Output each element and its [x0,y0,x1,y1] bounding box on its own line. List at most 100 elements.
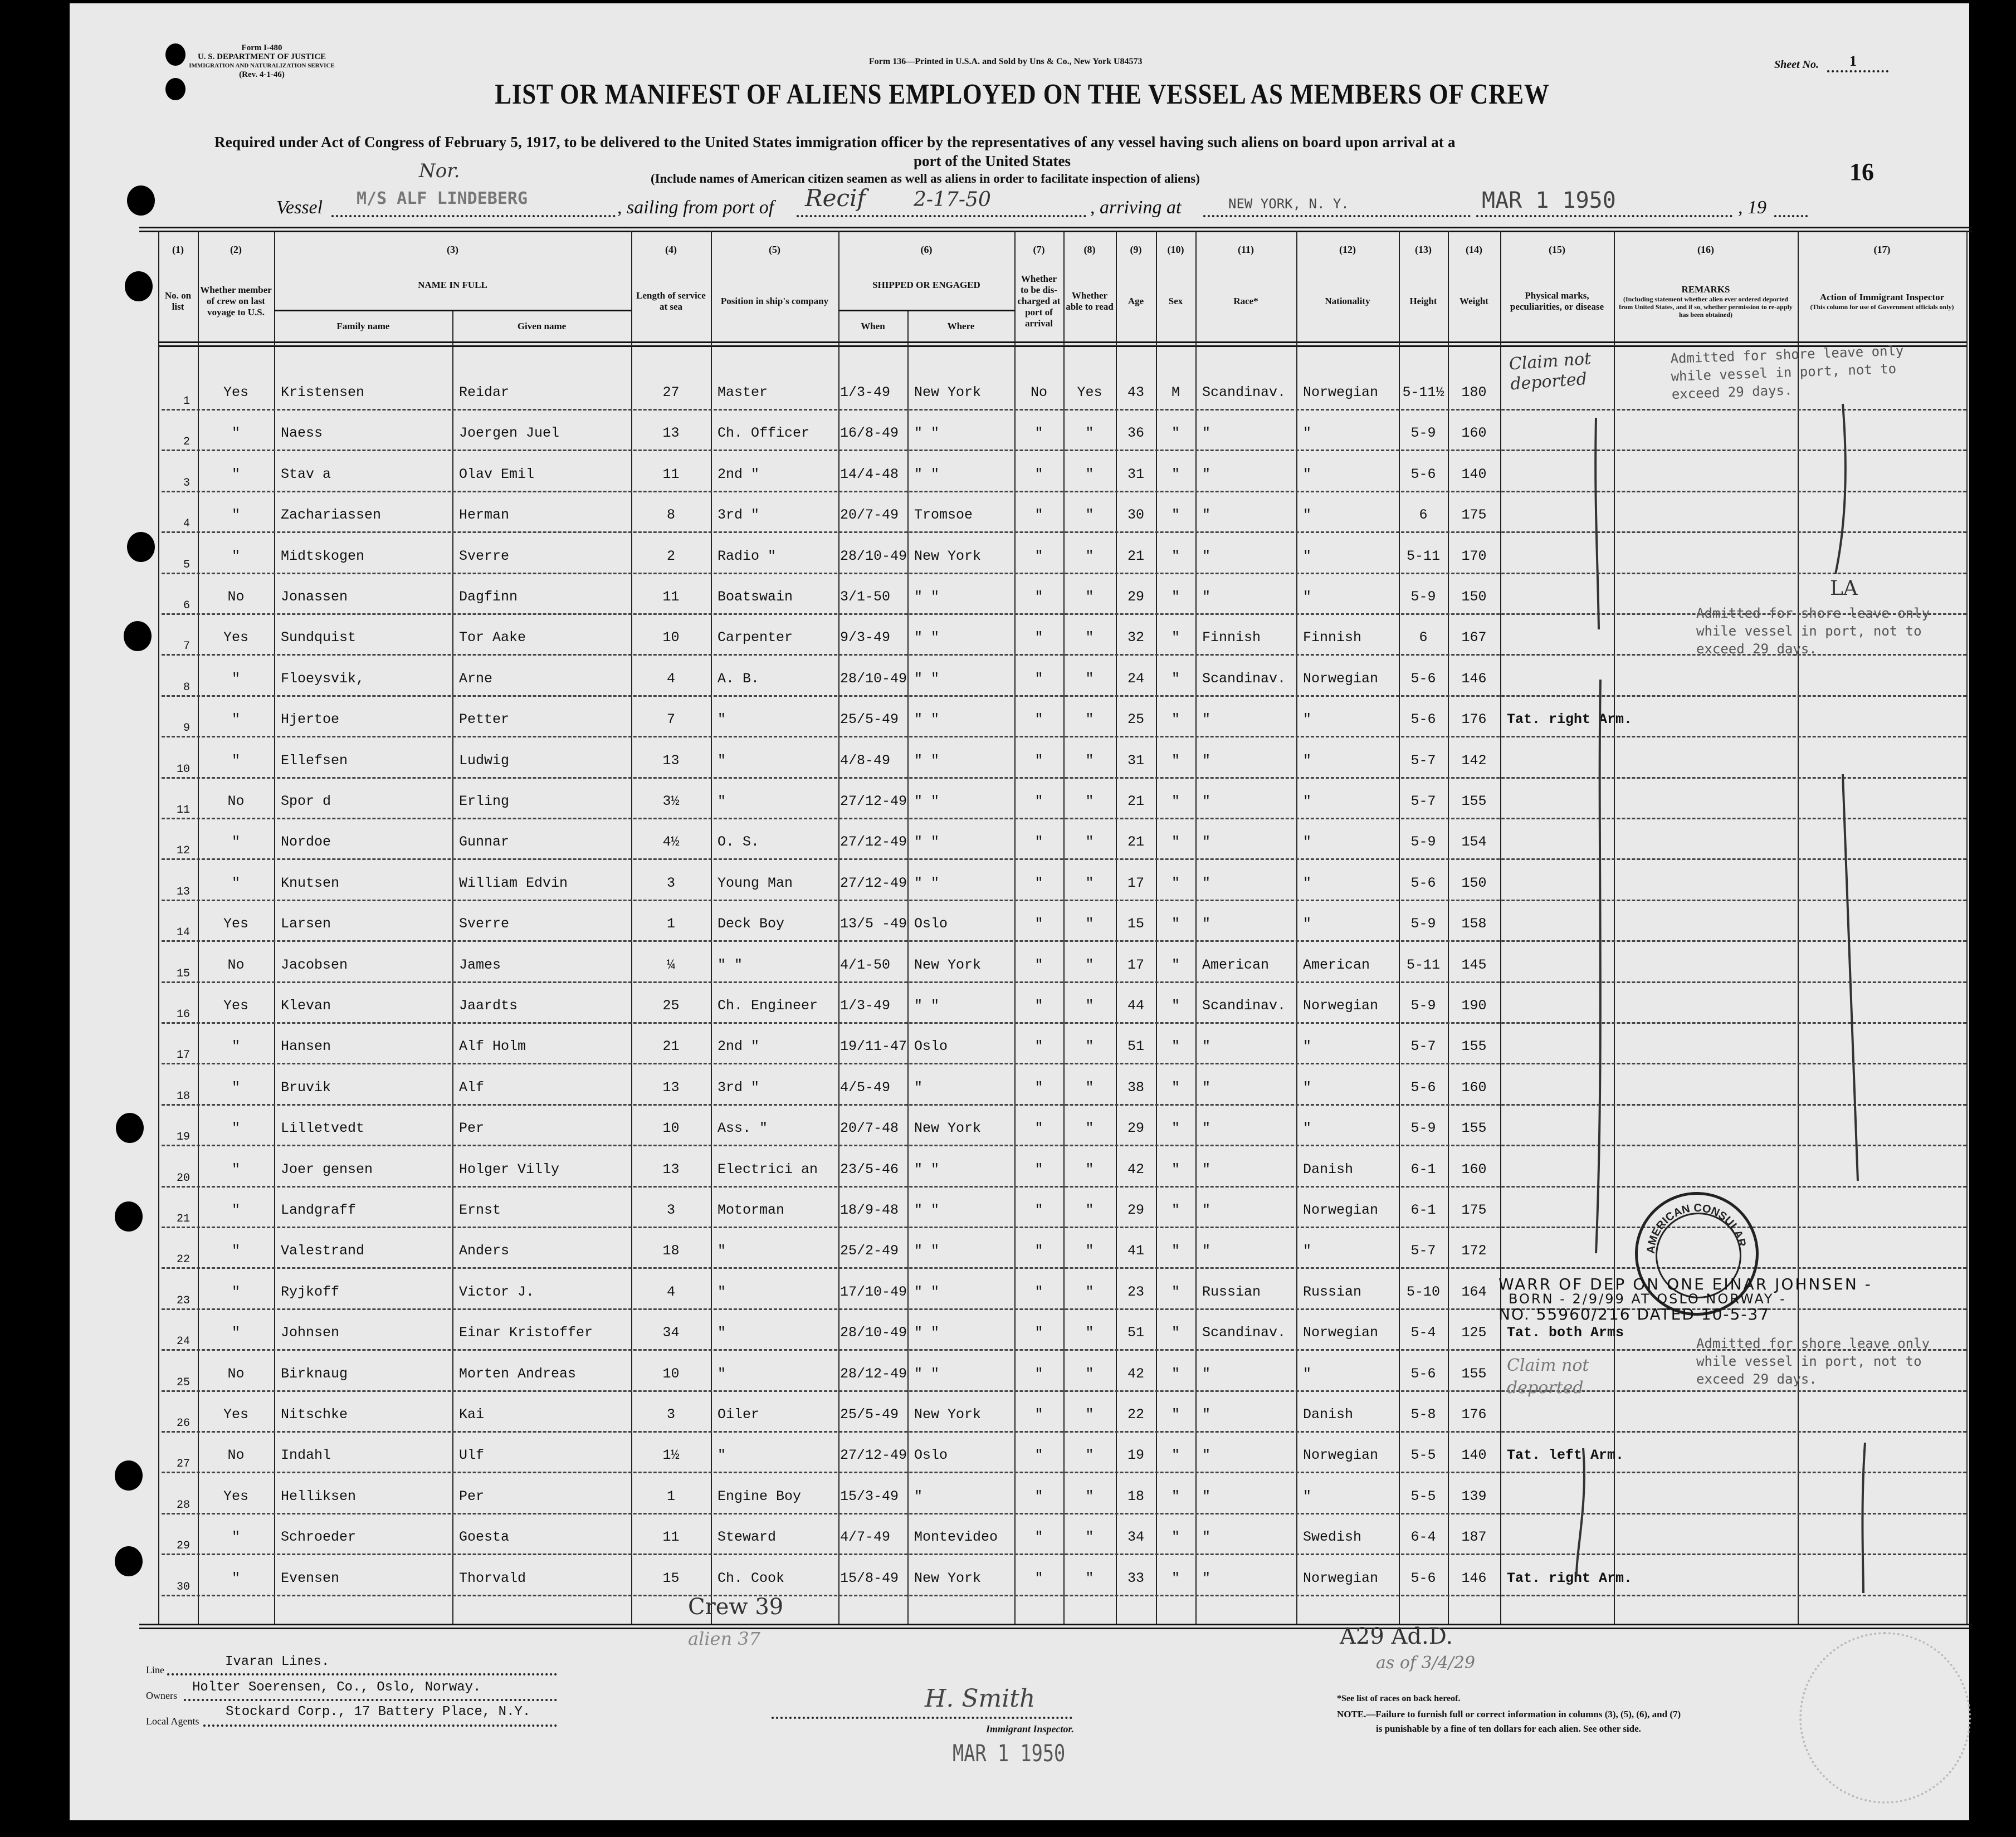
cell-row-number: 18 [177,1090,191,1103]
handwritten-note: A29 Ad.D. [1340,1624,1453,1649]
column-number: (8) [1083,244,1096,255]
cell-prior-voyage: Yes [223,629,248,646]
cell-prior-voyage: No [227,956,245,973]
cell-nationality: " [1303,752,1312,769]
cell-prior-voyage: " [231,425,240,442]
cell-weight: 142 [1461,752,1487,769]
cell-sex: " [1171,1529,1180,1546]
cell-shipped-where: " " [914,589,940,605]
cell-given-name: Per [459,1120,485,1137]
cell-position: 2nd " [717,466,760,482]
cell-race: " [1202,507,1211,524]
cell-service-length: 11 [662,1529,680,1546]
cell-weight: 155 [1461,1120,1487,1137]
column-subheader: Where [947,320,975,331]
cell-age: 21 [1127,834,1144,851]
cell-sex: " [1171,956,1180,973]
cell-sex: " [1171,1120,1180,1137]
cell-shipped-where: " " [914,834,940,851]
cell-to-be-discharged: " [1034,874,1043,891]
cell-weight: 167 [1461,629,1487,646]
cell-row-number: 4 [183,517,191,531]
row-rule [162,1103,1966,1106]
cell-race: American [1202,956,1270,973]
cell-shipped-when: 1/3-49 [840,384,891,400]
column-divider [1156,231,1157,1624]
inspector-initials: LA [1830,577,1858,600]
column-header-note: (This column for use of Government offic… [1810,302,1954,311]
cell-able-to-read: " [1085,1079,1094,1096]
column-divider [1614,231,1615,1624]
punch-hole [124,621,152,651]
cell-given-name: Jaardts [459,998,518,1014]
cell-height: 5-6 [1410,1570,1436,1586]
cell-to-be-discharged: " [1034,1570,1043,1586]
cell-able-to-read: " [1085,1529,1094,1546]
cell-service-length: 1 [666,1488,675,1504]
penalty-note: is punishable by a fine of ten dollars f… [1376,1723,1641,1734]
cell-height: 5-9 [1410,1120,1436,1137]
cell-shipped-where: Oslo [914,916,948,932]
cell-family-name: Landgraff [281,1202,357,1218]
column-number: (2) [230,244,242,255]
column-header: Age [1116,261,1156,341]
cell-race: " [1202,1447,1211,1464]
column-header-label: REMARKS [1681,284,1730,295]
cell-shipped-where: " " [914,998,940,1014]
cell-age: 21 [1127,548,1144,564]
cell-given-name: Einar Kristoffer [459,1325,593,1341]
cell-service-length: 15 [662,1570,680,1586]
column-number: (14) [1466,244,1482,255]
cell-shipped-when: 25/5-49 [840,711,899,728]
cell-shipped-where: " " [914,1202,940,1218]
crew-count: Crew 39 [688,1594,784,1620]
shore-leave-remark: Admitted for shore leave only while vess… [1670,343,1904,402]
cell-position: Ch. Officer [717,425,810,442]
cell-position: " [717,1283,726,1300]
cell-to-be-discharged: " [1034,670,1043,687]
cell-row-number: 25 [177,1376,191,1389]
year-label: , 19 [1738,197,1766,218]
column-header-label: Height [1409,295,1437,306]
cell-given-name: Sverre [459,916,510,932]
cell-to-be-discharged: No [1030,384,1047,400]
cell-race: " [1202,1570,1211,1586]
cell-to-be-discharged: " [1034,1202,1043,1218]
cell-able-to-read: " [1085,1038,1094,1055]
cell-able-to-read: " [1085,629,1094,646]
cell-shipped-when: 28/10-49 [840,670,907,687]
cell-row-number: 30 [177,1580,191,1594]
row-rule [162,1267,1966,1269]
cell-prior-voyage: Yes [223,1406,248,1423]
cell-to-be-discharged: " [1034,548,1043,564]
faint-stamp [1799,1632,1971,1804]
punch-hole [127,532,155,562]
subtitle-continued: port of the United States [914,153,1071,169]
cell-weight: 155 [1461,1038,1487,1055]
cell-shipped-where: New York [914,1406,982,1423]
row-rule [162,1594,1966,1596]
cell-position: " [717,1243,726,1259]
cell-race: " [1202,466,1211,482]
cell-weight: 160 [1461,1161,1487,1178]
cell-nationality: Norwegian [1303,1570,1379,1586]
column-divider [1500,231,1501,1624]
column-header: Action of Immigrant Inspector (This colum… [1798,261,1966,341]
cell-position: " [717,1447,726,1464]
cell-position: 3rd " [717,507,760,524]
cell-sex: " [1171,998,1180,1014]
cell-race: " [1202,1243,1211,1259]
cell-height: 5-4 [1410,1325,1436,1341]
cell-to-be-discharged: " [1034,1161,1043,1178]
cell-age: 29 [1127,1202,1144,1218]
cell-weight: 145 [1461,956,1487,973]
cell-given-name: Ludwig [459,752,510,769]
row-rule [162,1472,1966,1474]
cell-height: 5-9 [1410,425,1436,442]
cell-sex: " [1171,425,1180,442]
cell-age: 21 [1127,793,1144,809]
cell-service-length: ¼ [666,956,675,973]
cell-service-length: 13 [662,752,680,769]
cell-service-length: 7 [666,711,675,728]
row-rule [162,1308,1966,1310]
